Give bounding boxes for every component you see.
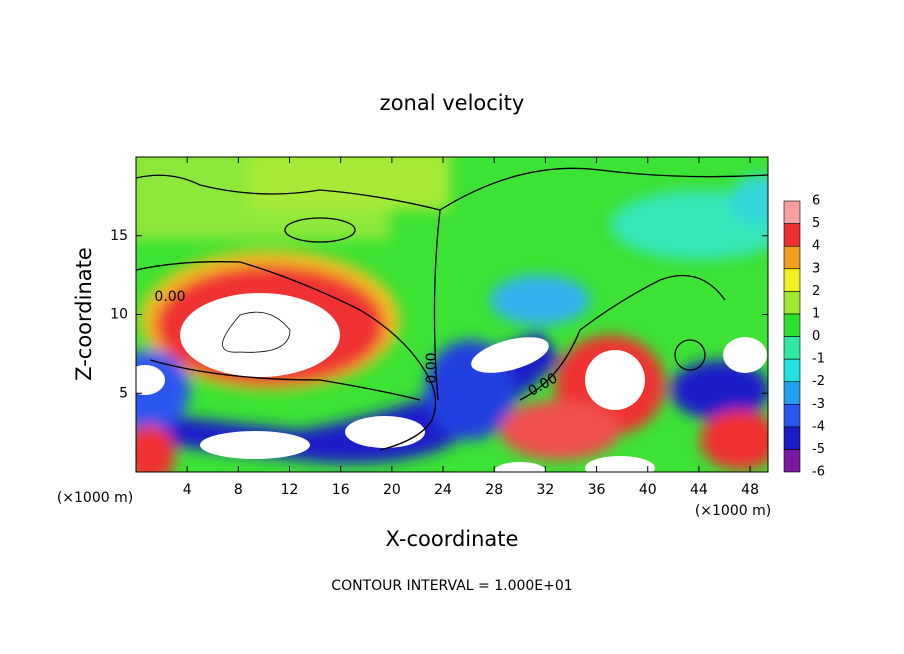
x-tick-label: 48: [741, 482, 759, 498]
colorbar-label: -5: [812, 442, 825, 457]
contour-label: 0.00: [154, 289, 185, 305]
x-tick-label: 12: [281, 482, 299, 498]
colorbar-band: [783, 268, 801, 292]
colorbar-band: [783, 313, 801, 337]
colorbar-label: 6: [812, 194, 820, 209]
y-axis-label: Z-coordinate: [72, 247, 96, 381]
x-tick-label: 8: [234, 482, 243, 498]
x-tick-label: 28: [485, 482, 503, 498]
x-axis-label: X-coordinate: [386, 527, 519, 551]
colorbar-label: 4: [812, 239, 820, 254]
colorbar-band: [783, 245, 801, 270]
colorbar-band: [783, 291, 801, 315]
chart-title: zonal velocity: [380, 91, 525, 115]
x-unit-label: (×1000 m): [57, 490, 133, 506]
x-tick-label: 40: [639, 482, 657, 498]
colorbar-band: [783, 223, 801, 247]
colorbar-label: -3: [812, 397, 825, 412]
x-tick-label: 4: [183, 482, 192, 498]
colorbar-label: 5: [812, 216, 820, 231]
colorbar-band: [783, 381, 801, 405]
colorbar-band: [783, 449, 801, 473]
colorbar-label: 2: [812, 284, 820, 299]
colorbar-band: [783, 200, 801, 224]
x-tick-label: 32: [536, 482, 554, 498]
colorbar-band: [783, 358, 801, 382]
colorbar-label: -2: [812, 374, 825, 389]
field: [136, 157, 768, 472]
y-tick-label: 10: [110, 307, 128, 323]
y-tick-label: 15: [110, 228, 128, 244]
x-unit-label: (×1000 m): [695, 503, 771, 519]
colorbar-label: -1: [812, 352, 825, 367]
colorbar-label: -6: [812, 465, 825, 480]
colorbar-label: -4: [812, 419, 825, 434]
x-tick-label: 36: [588, 482, 606, 498]
footer-note: CONTOUR INTERVAL = 1.000E+01: [331, 578, 572, 594]
colorbar-band: [783, 403, 801, 428]
colorbar-label: 1: [812, 306, 820, 321]
x-tick-label: 44: [690, 482, 708, 498]
colorbar-band: [783, 336, 801, 360]
x-tick-label: 24: [434, 482, 452, 498]
x-tick-label: 20: [383, 482, 401, 498]
colorbar-band: [783, 426, 801, 450]
colorbar-label: 0: [812, 329, 820, 344]
colorbar-label: 3: [812, 261, 820, 276]
contour-label: 0.00: [424, 352, 440, 383]
y-tick-label: 5: [119, 385, 128, 401]
x-tick-label: 16: [332, 482, 350, 498]
